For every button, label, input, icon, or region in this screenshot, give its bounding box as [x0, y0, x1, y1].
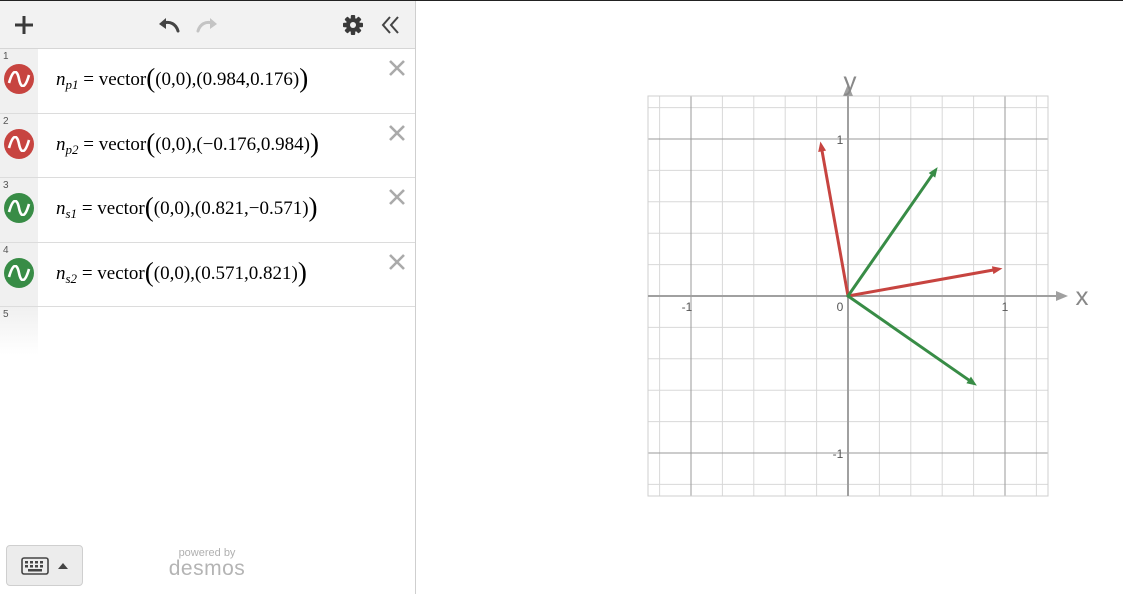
end-point: (0.571,0.821) — [194, 262, 298, 284]
vector-p1-shaft — [846, 268, 995, 298]
collapse-panel-button[interactable] — [376, 10, 406, 40]
function-name: vector — [97, 262, 145, 284]
expression-row[interactable]: 3 n s1 = vector((0,0), (0.821,−0.571)) — [0, 178, 415, 243]
function-name: vector — [98, 69, 147, 90]
y-axis-arrow — [843, 84, 853, 96]
expression-formula[interactable]: n s1 = vector((0,0), (0.821,−0.571)) — [56, 192, 318, 222]
vector-name: n — [56, 262, 66, 284]
triangle-up-icon — [57, 562, 68, 569]
start-point: (0,0) — [153, 198, 191, 219]
graph-paper[interactable]: -1 1 0 1 -1 x y — [417, 1, 1123, 594]
expression-index: 4 — [3, 244, 9, 256]
start-point: (0,0) — [153, 262, 191, 284]
add-item-button[interactable] — [8, 9, 40, 41]
expression-tab: 1 — [0, 49, 38, 113]
vector-subscript: p2 — [65, 141, 79, 157]
vector-s2-shaft — [846, 173, 934, 298]
expression-formula[interactable]: n s2 = vector((0,0), (0.571,0.821)) — [56, 256, 307, 287]
expression-list: 1 n p1 = vector((0,0), (0.984,0.176)) 2 — [0, 49, 415, 355]
expression-index: 2 — [3, 115, 9, 127]
vector-p1-arrowhead — [991, 266, 1003, 275]
keyboard-icon — [20, 556, 49, 575]
close-icon — [389, 124, 405, 141]
end-point: (0.821,−0.571) — [194, 198, 309, 219]
expression-tab: 3 — [0, 178, 38, 242]
vector-p2-shaft — [820, 149, 850, 298]
powered-by-text: powered by — [178, 547, 236, 559]
tick-label-origin: 0 — [837, 300, 844, 314]
wave-icon — [7, 71, 31, 87]
vector-name: n — [56, 69, 66, 90]
graph-toggle-icon[interactable] — [4, 193, 34, 223]
tick-label-y-neg: -1 — [833, 447, 844, 461]
redo-icon — [196, 18, 217, 33]
tick-label-y-pos: 1 — [837, 133, 844, 147]
start-point: (0,0) — [155, 69, 192, 90]
redo-button[interactable] — [192, 11, 222, 39]
end-point: (−0.176,0.984) — [196, 133, 310, 155]
gear-icon — [343, 15, 363, 35]
vector-subscript: p1 — [65, 77, 79, 92]
desmos-logo: desmos — [168, 557, 246, 580]
vector-subscript: s1 — [65, 206, 78, 221]
undo-icon — [159, 18, 180, 33]
close-icon — [389, 189, 405, 205]
start-point: (0,0) — [155, 133, 192, 155]
graph-toggle-icon[interactable] — [4, 64, 34, 94]
expression-row[interactable]: 1 n p1 = vector((0,0), (0.984,0.176)) — [0, 49, 415, 114]
expression-tab: 2 — [0, 113, 38, 177]
delete-expression-button[interactable] — [386, 186, 408, 208]
undo-button[interactable] — [154, 11, 184, 39]
new-expression-row[interactable]: 5 — [0, 307, 38, 355]
graph-canvas[interactable]: -1 1 0 1 -1 x y — [417, 1, 1123, 594]
end-point: (0.984,0.176) — [196, 69, 300, 90]
toolbar — [0, 1, 415, 49]
expression-row[interactable]: 2 n p2 = vector((0,0), (−0.176,0.984)) — [0, 113, 415, 178]
vector-name: n — [56, 133, 66, 155]
function-name: vector — [97, 198, 145, 219]
close-icon — [389, 60, 405, 76]
wave-icon — [7, 264, 31, 281]
keypad-toggle-button[interactable] — [6, 545, 83, 586]
plus-icon — [15, 16, 33, 34]
delete-expression-button[interactable] — [386, 251, 408, 273]
expression-panel: 1 n p1 = vector((0,0), (0.984,0.176)) 2 — [0, 1, 416, 594]
vector-s1-shaft — [846, 294, 971, 382]
x-axis-arrow — [1056, 291, 1068, 301]
tick-label-x-pos: 1 — [1002, 300, 1009, 314]
graph-toggle-icon[interactable] — [4, 128, 34, 159]
expression-index: 1 — [3, 51, 9, 62]
vector-subscript: s2 — [65, 270, 78, 286]
delete-expression-button[interactable] — [386, 57, 408, 79]
expression-formula[interactable]: n p2 = vector((0,0), (−0.176,0.984)) — [56, 127, 319, 158]
delete-expression-button[interactable] — [386, 122, 408, 144]
vector-name: n — [56, 198, 66, 219]
powered-by-desmos[interactable]: powered by desmos — [166, 547, 248, 579]
expression-tab: 4 — [0, 242, 38, 306]
double-chevron-left-icon — [381, 16, 399, 34]
x-axis-label: x — [1076, 281, 1089, 311]
tick-label-x-neg: -1 — [682, 300, 693, 314]
wave-icon — [7, 200, 31, 216]
settings-button[interactable] — [338, 10, 368, 40]
vector-s2-arrowhead — [928, 167, 938, 178]
y-axis-label: y — [844, 66, 857, 96]
vector-p2-arrowhead — [818, 141, 827, 153]
close-icon — [389, 253, 405, 270]
expression-index: 5 — [3, 309, 9, 320]
graph-toggle-icon[interactable] — [4, 257, 34, 288]
expression-formula[interactable]: n p1 = vector((0,0), (0.984,0.176)) — [56, 63, 309, 93]
function-name: vector — [98, 133, 147, 155]
expression-row[interactable]: 4 n s2 = vector((0,0), (0.571,0.821)) — [0, 242, 415, 307]
expression-index: 3 — [3, 180, 9, 191]
wave-icon — [7, 135, 31, 152]
vector-s1-arrowhead — [966, 376, 977, 386]
